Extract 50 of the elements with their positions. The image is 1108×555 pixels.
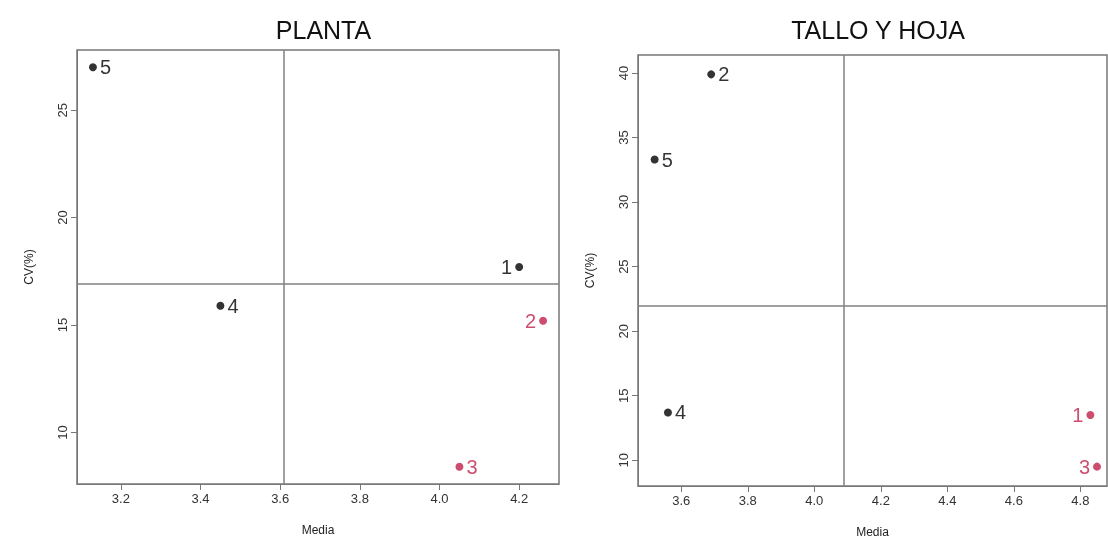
x-tick-label: 3.8 — [350, 491, 369, 506]
x-axis-title: Media — [856, 525, 890, 539]
x-tick-label: 4.8 — [1071, 493, 1090, 508]
x-tick-label: 3.6 — [672, 493, 691, 508]
y-tick-label: 40 — [616, 65, 631, 81]
series-label: 2 — [524, 309, 537, 332]
series-label: 3 — [1078, 455, 1091, 478]
x-tick-label: 4.0 — [805, 493, 824, 508]
chart-title: TALLO Y HOJA — [791, 15, 966, 44]
series-label: 2 — [718, 63, 730, 86]
y-tick-label: 25 — [616, 259, 631, 274]
point — [216, 301, 225, 310]
y-tick-label: 35 — [616, 130, 631, 145]
series-label: 1 — [1072, 404, 1084, 427]
x-tick-label: 4.6 — [1004, 493, 1023, 508]
y-tick-label: 30 — [616, 194, 631, 210]
point — [539, 316, 548, 325]
chart-title: PLANTA — [275, 15, 372, 44]
point — [1093, 462, 1102, 471]
point — [455, 462, 464, 471]
y-tick-label: 25 — [55, 102, 70, 118]
x-tick-label: 3.6 — [271, 491, 290, 506]
x-tick-label: 4.2 — [510, 491, 529, 506]
y-axis-title: CV(%) — [22, 249, 36, 285]
series-label: 5 — [661, 148, 673, 171]
x-tick-label: 3.8 — [738, 493, 757, 508]
point — [663, 408, 672, 417]
series-label: 4 — [674, 401, 687, 424]
x-axis-title: Media — [301, 523, 335, 537]
y-tick-label: 20 — [55, 210, 70, 225]
x-tick-label: 3.2 — [111, 491, 130, 506]
series-label: 1 — [501, 256, 513, 278]
point — [88, 63, 97, 72]
point — [515, 263, 524, 271]
x-tick-label: 4.4 — [938, 493, 957, 508]
x-tick-label: 3.4 — [191, 491, 210, 506]
y-tick-label: 20 — [616, 323, 631, 339]
x-tick-label: 4.0 — [430, 491, 449, 506]
series-label: 3 — [466, 455, 478, 478]
y-tick-label: 10 — [55, 425, 70, 440]
series-label: 5 — [99, 56, 112, 79]
series-label: 4 — [227, 294, 239, 317]
x-tick-label: 4.2 — [871, 493, 890, 508]
point — [1086, 411, 1095, 420]
point — [650, 155, 659, 164]
y-tick-label: 15 — [616, 388, 631, 403]
y-axis-title: CV(%) — [583, 252, 597, 289]
y-tick-label: 10 — [616, 452, 631, 468]
point — [707, 70, 716, 79]
y-tick-label: 15 — [55, 317, 70, 333]
